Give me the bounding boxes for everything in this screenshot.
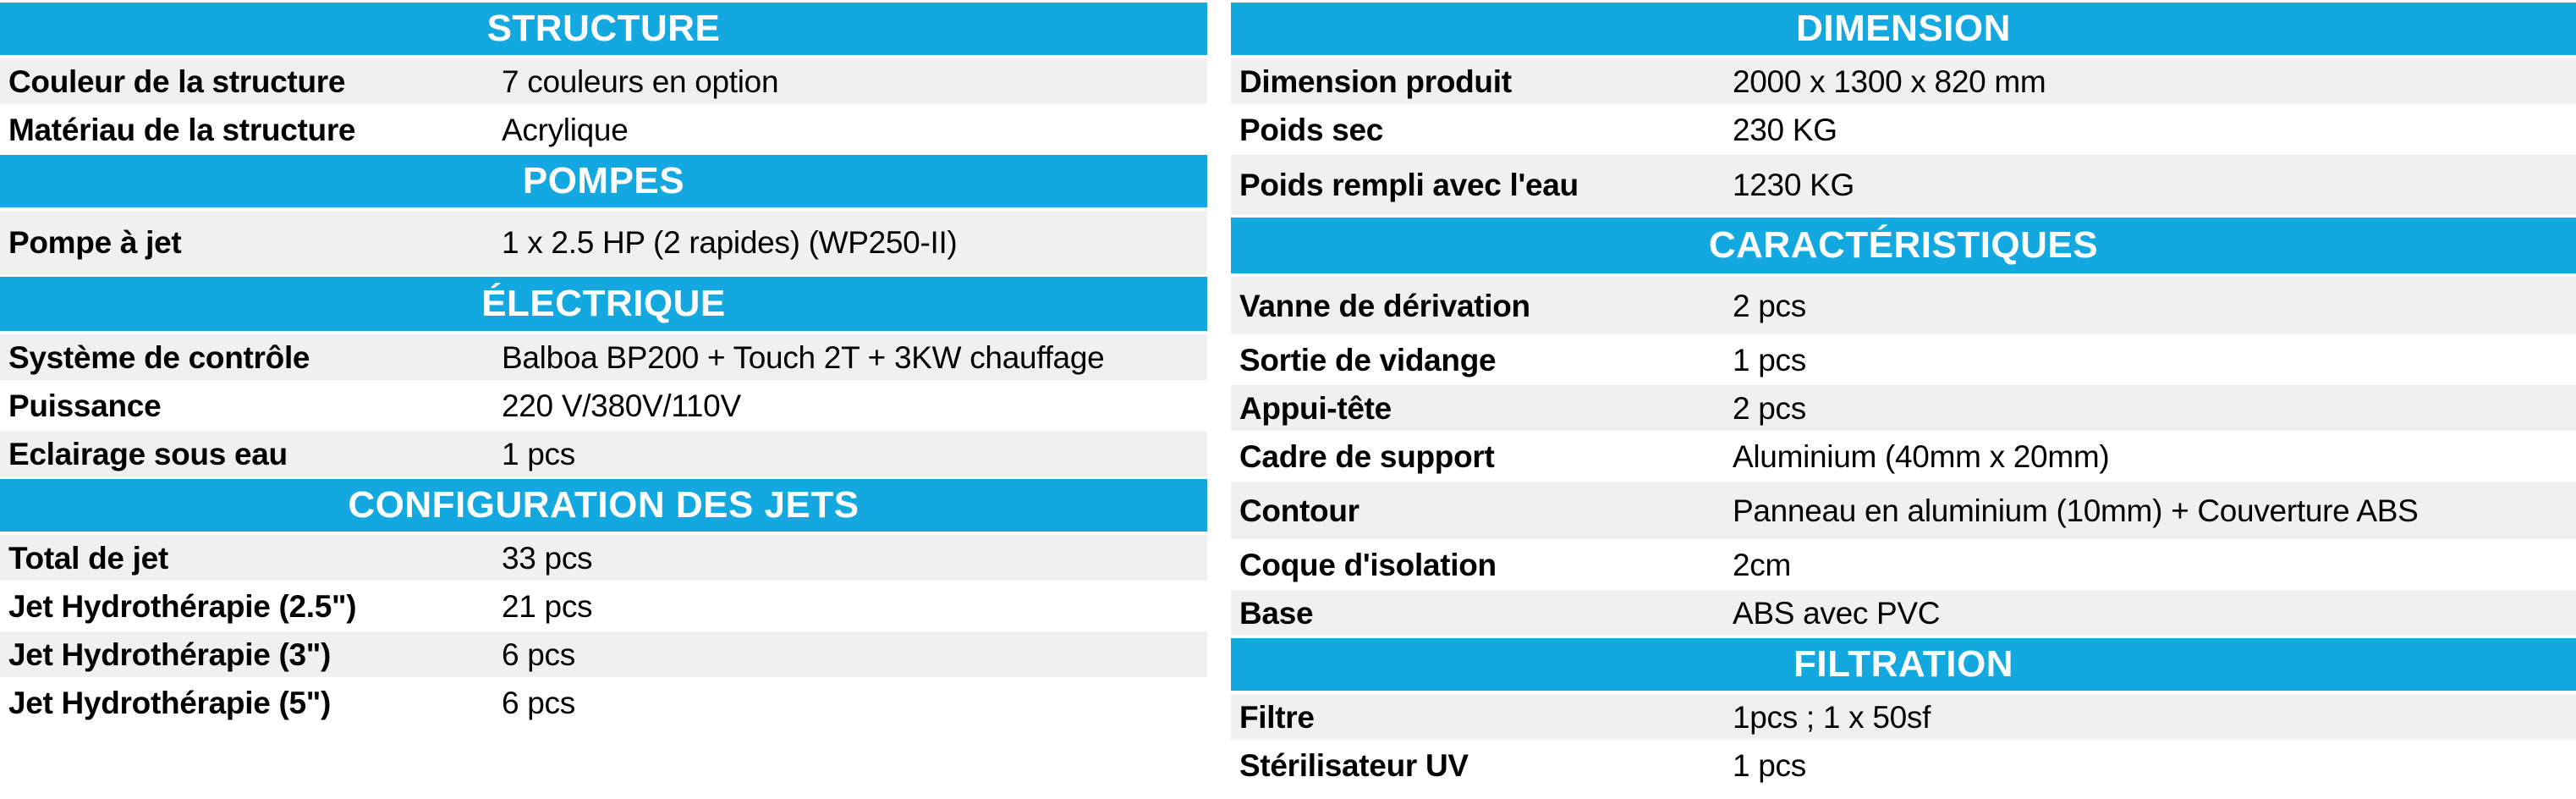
section-header-lectrique: ÉLECTRIQUE bbox=[0, 277, 1207, 334]
spec-row-jet-hydroth-rapie-3: Jet Hydrothérapie (3") 6 pcs bbox=[0, 631, 1207, 680]
spec-label: Base bbox=[1239, 595, 1314, 631]
spec-value: Panneau en aluminium (10mm) + Couverture… bbox=[1733, 493, 2419, 528]
spec-row-puissance: Puissance 220 V/380V/110V bbox=[0, 383, 1207, 431]
spec-value: 1 pcs bbox=[1733, 342, 1806, 377]
section-header-filtration: FILTRATION bbox=[1231, 638, 2576, 694]
spec-value: 1230 KG bbox=[1733, 168, 1854, 202]
spec-row-st-rilisateur-uv: Stérilisateur UV 1 pcs bbox=[1231, 742, 2576, 791]
spec-label: Matériau de la structure bbox=[8, 112, 356, 147]
spec-label: Poids rempli avec l'eau bbox=[1239, 168, 1579, 202]
spec-label: Dimension produit bbox=[1239, 63, 1512, 99]
spec-row-jet-hydroth-rapie-2-5: Jet Hydrothérapie (2.5") 21 pcs bbox=[0, 583, 1207, 631]
spec-label: Stérilisateur UV bbox=[1239, 747, 1469, 783]
spec-label: Jet Hydrothérapie (2.5") bbox=[8, 588, 357, 624]
spec-label: Eclairage sous eau bbox=[8, 436, 288, 471]
spec-table-left: STRUCTURE Couleur de la structure 7 couleu… bbox=[0, 3, 1207, 791]
spec-label: Coque d'isolation bbox=[1239, 547, 1497, 582]
spec-label: Couleur de la structure bbox=[8, 63, 346, 99]
spec-row-coque-d-isolation: Coque d'isolation 2cm bbox=[1231, 542, 2576, 590]
spec-value: 1 pcs bbox=[1733, 747, 1806, 783]
spec-label: Total de jet bbox=[8, 540, 168, 576]
spec-value: 21 pcs bbox=[502, 588, 593, 624]
spec-label: Jet Hydrothérapie (3") bbox=[8, 636, 332, 672]
spec-row-pompe-jet: Pompe à jet 1 x 2.5 HP (2 rapides) (WP250… bbox=[0, 211, 1207, 277]
spec-value: 2cm bbox=[1733, 547, 1791, 582]
spec-value: Balboa BP200 + Touch 2T + 3KW chauffage bbox=[502, 339, 1105, 375]
spec-label: Sortie de vidange bbox=[1239, 342, 1497, 377]
section-header-dimension: DIMENSION bbox=[1231, 3, 2576, 58]
spec-value: 2 pcs bbox=[1733, 390, 1806, 426]
spec-row-jet-hydroth-rapie-5: Jet Hydrothérapie (5") 6 pcs bbox=[0, 680, 1207, 728]
spec-row-dimension-produit: Dimension produit 2000 x 1300 x 820 mm bbox=[1231, 58, 2576, 107]
spec-row-cadre-de-support: Cadre de support Aluminium (40mm x 20mm) bbox=[1231, 433, 2576, 482]
spec-value: ABS avec PVC bbox=[1733, 595, 1941, 631]
section-header-structure: STRUCTURE bbox=[0, 3, 1207, 58]
spec-row-couleur-de-la-structure: Couleur de la structure 7 couleurs en opt… bbox=[0, 58, 1207, 107]
spec-value: Aluminium (40mm x 20mm) bbox=[1733, 438, 2110, 474]
spec-value: 1 pcs bbox=[502, 436, 575, 471]
spec-value: 230 KG bbox=[1733, 112, 1837, 147]
spec-label: Poids sec bbox=[1239, 112, 1384, 147]
spec-row-contour: Contour Panneau en aluminium (10mm) + Cou… bbox=[1231, 482, 2576, 542]
spec-label: Vanne de dérivation bbox=[1239, 288, 1530, 323]
spec-value: 6 pcs bbox=[502, 685, 575, 720]
section-header-caract-ristiques: CARACTÉRISTIQUES bbox=[1231, 218, 2576, 277]
spec-label: Appui-tête bbox=[1239, 390, 1392, 426]
spec-value: Acrylique bbox=[502, 112, 629, 147]
spec-row-poids-sec: Poids sec 230 KG bbox=[1231, 107, 2576, 155]
spec-row-mat-riau-de-la-structure: Matériau de la structure Acrylique bbox=[0, 107, 1207, 155]
spec-row-vanne-de-d-rivation: Vanne de dérivation 2 pcs bbox=[1231, 277, 2576, 337]
spec-value: 1pcs ; 1 x 50sf bbox=[1733, 699, 1931, 735]
spec-row-syst-me-de-contr-le: Système de contrôle Balboa BP200 + Touch … bbox=[0, 334, 1207, 383]
spec-row-sortie-de-vidange: Sortie de vidange 1 pcs bbox=[1231, 337, 2576, 385]
spec-label: Système de contrôle bbox=[8, 339, 310, 375]
spec-label: Pompe à jet bbox=[8, 225, 182, 260]
spec-value: 6 pcs bbox=[502, 636, 575, 672]
spec-label: Puissance bbox=[8, 388, 162, 423]
spec-label: Cadre de support bbox=[1239, 438, 1495, 474]
section-header-configuration-des-jets: CONFIGURATION DES JETS bbox=[0, 479, 1207, 535]
spec-label: Jet Hydrothérapie (5") bbox=[8, 685, 332, 720]
spec-row-filtre: Filtre 1pcs ; 1 x 50sf bbox=[1231, 694, 2576, 742]
spec-row-poids-rempli-avec-l-eau: Poids rempli avec l'eau 1230 KG bbox=[1231, 155, 2576, 218]
spec-row-appui-t-te: Appui-tête 2 pcs bbox=[1231, 385, 2576, 433]
spec-label: Filtre bbox=[1239, 699, 1315, 735]
spec-value: 220 V/380V/110V bbox=[502, 388, 741, 423]
spec-value: 7 couleurs en option bbox=[502, 63, 779, 99]
section-header-pompes: POMPES bbox=[0, 155, 1207, 211]
spec-row-total-de-jet: Total de jet 33 pcs bbox=[0, 535, 1207, 583]
spec-value: 1 x 2.5 HP (2 rapides) (WP250-II) bbox=[502, 225, 958, 260]
spec-value: 33 pcs bbox=[502, 540, 593, 576]
spec-table-right: DIMENSION Dimension produit 2000 x 1300 x … bbox=[1231, 3, 2576, 791]
spec-label: Contour bbox=[1239, 493, 1359, 528]
spec-value: 2 pcs bbox=[1733, 288, 1806, 323]
spec-row-base: Base ABS avec PVC bbox=[1231, 590, 2576, 638]
spec-value: 2000 x 1300 x 820 mm bbox=[1733, 63, 2046, 99]
spec-row-eclairage-sous-eau: Eclairage sous eau 1 pcs bbox=[0, 431, 1207, 479]
